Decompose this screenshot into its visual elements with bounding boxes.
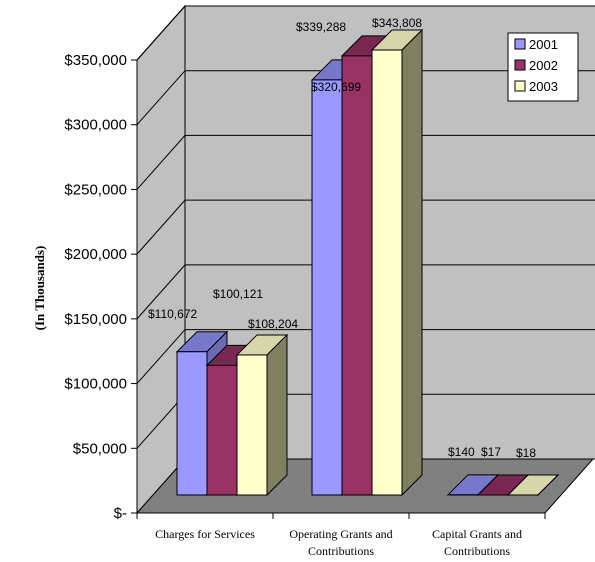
x-category-label: Contributions [444,544,510,558]
bar-2003-2 [506,473,560,497]
y-tick-label: $- [114,505,127,522]
data-label: $339,288 [296,20,346,34]
y-tick-label: $50,000 [73,440,127,457]
data-label: $320,699 [311,80,361,94]
bar-2003-1 [370,28,424,497]
data-label: $343,808 [372,16,422,30]
x-category-label: Charges for Services [155,527,255,541]
y-tick-label: $150,000 [64,311,127,328]
gridline [136,199,595,255]
data-label: $108,204 [248,317,298,331]
gridline [136,70,595,126]
legend-label-2003: 2003 [529,79,558,94]
bar-2003-0 [235,333,289,497]
y-tick-label: $250,000 [64,181,127,198]
gridline [136,134,595,190]
x-category-label: Contributions [308,544,374,558]
gridline [136,329,595,384]
legend-swatch-2001 [514,38,526,50]
legend-swatch-2003 [514,80,526,92]
bar-front [311,79,343,496]
legend-label-2001: 2001 [529,37,558,52]
bar-front [176,351,208,496]
y-axis-title: (In Thousands) [32,246,47,331]
bar-front [371,49,403,496]
bar-front [236,354,268,496]
data-label: $100,121 [213,287,263,301]
x-category-label: Capital Grants and [432,527,522,541]
x-category-label: Operating Grants and [289,527,392,541]
y-tick-label: $100,000 [64,376,127,393]
legend-swatch-2002 [514,59,526,71]
data-label: $140 [448,445,475,459]
gridline [136,264,595,320]
y-tick-label: $300,000 [64,117,127,134]
data-label: $110,672 [148,307,197,321]
legend-label-2002: 2002 [529,58,558,73]
y-tick-label: $200,000 [64,246,127,263]
bar-side [266,333,288,497]
bar-front [341,55,373,496]
legend: 2001 2002 2003 [507,32,579,102]
data-label: $18 [516,446,536,460]
y-tick-label: $350,000 [64,52,127,69]
bar-side [401,28,423,497]
gridline [136,5,595,61]
bar-front [206,364,238,496]
data-label: $17 [481,445,501,459]
